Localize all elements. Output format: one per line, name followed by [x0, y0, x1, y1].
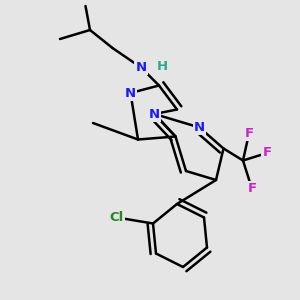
- Text: F: F: [248, 182, 256, 196]
- Text: F: F: [244, 127, 253, 140]
- Text: N: N: [125, 86, 136, 100]
- Text: N: N: [149, 107, 160, 121]
- Text: Cl: Cl: [110, 211, 124, 224]
- Text: N: N: [135, 61, 147, 74]
- Text: N: N: [194, 121, 205, 134]
- Text: H: H: [156, 59, 168, 73]
- Text: F: F: [262, 146, 272, 160]
